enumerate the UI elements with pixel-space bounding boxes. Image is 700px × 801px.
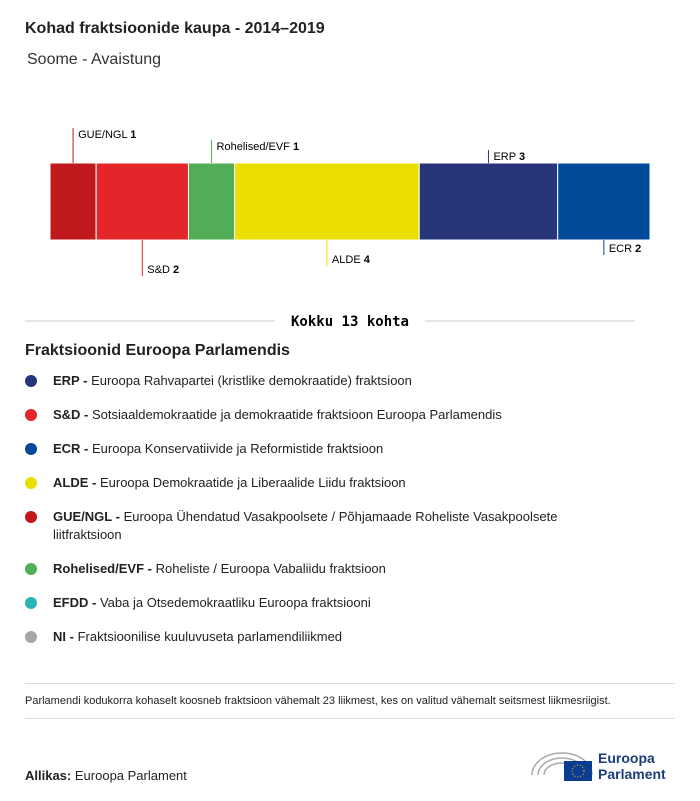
segment-label: S&D 2: [147, 264, 179, 276]
legend-item: ERP - Euroopa Rahvapartei (kristlike dem…: [25, 372, 623, 390]
logo-text: Euroopa: [598, 750, 655, 766]
segment-count: 4: [364, 254, 371, 266]
legend-text: Roheliste / Euroopa Vabaliidu fraktsioon: [155, 561, 386, 576]
bar-segment: [95, 162, 189, 241]
segment-label: Rohelised/EVF 1: [217, 141, 300, 153]
legend-item: EFDD - Vaba ja Otsedemokraatliku Euroopa…: [25, 594, 623, 612]
legend-abbr: ECR -: [53, 441, 89, 456]
legend-text: Sotsiaaldemokraatide ja demokraatide fra…: [92, 407, 502, 422]
legend-abbr: ALDE -: [53, 475, 97, 490]
bar-segment: [49, 162, 97, 241]
segment-label: ERP 3: [493, 151, 525, 163]
bar-segment: [418, 162, 559, 241]
logo-text: Parlament: [598, 766, 666, 782]
legend-dot: [25, 511, 37, 523]
legend: ERP - Euroopa Rahvapartei (kristlike dem…: [25, 372, 623, 662]
legend-item: S&D - Sotsiaaldemokraatide ja demokraati…: [25, 406, 623, 424]
legend-dot: [25, 631, 37, 643]
legend-text: Vaba ja Otsedemokraatliku Euroopa frakts…: [99, 595, 371, 610]
source-text: Euroopa Parlament: [74, 768, 187, 783]
legend-abbr: GUE/NGL -: [53, 509, 120, 524]
legend-abbr: Rohelised/EVF -: [53, 561, 152, 576]
segment-name: ALDE: [332, 254, 361, 266]
chart: Kokku 13 kohta GUE/NGL 1 S&D 2 Rohelised/E…: [25, 128, 651, 330]
segment-count: 2: [173, 264, 179, 276]
total-label: Kokku 13 kohta: [291, 314, 409, 330]
segment-count: 2: [635, 243, 641, 255]
footnote: Parlamendi kodukorra kohaselt koosneb fr…: [25, 683, 675, 719]
segment-count: 1: [130, 129, 136, 141]
legend-text: Fraktsioonilise kuuluvuseta parlamendili…: [77, 629, 343, 644]
legend-dot: [25, 443, 37, 455]
segment-label: ALDE 4: [332, 254, 371, 266]
source-label: Allikas:: [25, 768, 72, 783]
subtitle: Soome - Avaistung: [27, 51, 162, 68]
legend-title: Fraktsioonid Euroopa Parlamendis: [25, 342, 290, 359]
legend-dot: [25, 409, 37, 421]
legend-dot: [25, 563, 37, 575]
segment-name: Rohelised/EVF: [217, 141, 291, 153]
legend-abbr: S&D -: [53, 407, 89, 422]
legend-text: Euroopa Demokraatide ja Liberaalide Liid…: [99, 475, 406, 490]
legend-item: ECR - Euroopa Konservatiivide ja Reformi…: [25, 440, 623, 458]
legend-item: GUE/NGL - Euroopa Ühendatud Vasakpoolset…: [25, 508, 623, 544]
source: Allikas: Euroopa Parlament: [25, 768, 187, 783]
segment-name: ECR: [609, 243, 632, 255]
bar-segment: [234, 162, 420, 241]
legend-item: Rohelised/EVF - Roheliste / Euroopa Vaba…: [25, 560, 623, 578]
segment-label: ECR 2: [609, 243, 641, 255]
logo: Euroopa Parlament: [531, 750, 666, 782]
legend-abbr: NI -: [53, 629, 74, 644]
bar-segment: [557, 162, 651, 241]
legend-dot: [25, 375, 37, 387]
segment-name: S&D: [147, 264, 170, 276]
segment-name: ERP: [493, 151, 515, 163]
segment-label: GUE/NGL 1: [78, 129, 136, 141]
legend-text: Euroopa Ühendatud Vasakpoolsete / Põhjam…: [53, 509, 558, 542]
legend-abbr: ERP -: [53, 373, 88, 388]
legend-dot: [25, 477, 37, 489]
legend-item: NI - Fraktsioonilise kuuluvuseta parlame…: [25, 628, 623, 646]
legend-dot: [25, 597, 37, 609]
legend-abbr: EFDD -: [53, 595, 97, 610]
segment-name: GUE/NGL: [78, 129, 127, 141]
legend-text: Euroopa Konservatiivide ja Reformistide …: [92, 441, 384, 456]
segment-count: 1: [293, 141, 299, 153]
legend-text: Euroopa Rahvapartei (kristlike demokraat…: [91, 373, 412, 388]
title: Kohad fraktsioonide kaupa - 2014–2019: [25, 20, 325, 37]
segment-count: 3: [519, 151, 525, 163]
bar-segment: [187, 162, 236, 241]
legend-item: ALDE - Euroopa Demokraatide ja Liberaali…: [25, 474, 623, 492]
